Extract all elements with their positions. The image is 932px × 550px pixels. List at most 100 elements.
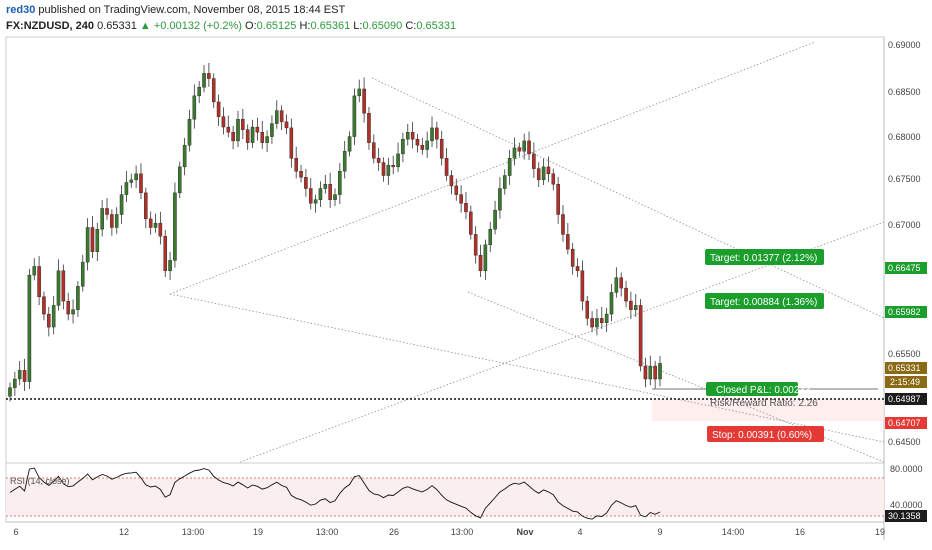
publish-text: published on TradingView.com, November 0…: [38, 4, 346, 16]
rsi-axis: 80.0000 40.0000 30.1358: [885, 464, 927, 522]
rsi-tick-label: 80.0000: [890, 464, 923, 474]
channel-line-c[interactable]: [467, 291, 885, 463]
y-tick-label: 0.68000: [888, 132, 921, 142]
tag-stop-bg: [885, 417, 927, 429]
candle-down: [600, 318, 604, 323]
candle-up: [124, 182, 129, 195]
candle-up: [32, 266, 37, 276]
candles: [8, 62, 662, 402]
candle-up: [187, 119, 192, 146]
candle-up: [522, 140, 526, 152]
candle-up: [100, 208, 104, 230]
candle-down: [415, 138, 420, 146]
candle-down: [22, 370, 27, 382]
candle-down: [473, 234, 478, 256]
candle-down: [624, 287, 628, 302]
high-value: 0.65361: [310, 20, 351, 32]
rsi-tick-label: 40.0000: [890, 500, 923, 510]
candle-up: [507, 158, 512, 176]
x-tick-label: 26: [389, 527, 399, 537]
trend-lines[interactable]: [169, 41, 885, 463]
stop-bg[interactable]: [707, 426, 824, 442]
position-annotations[interactable]: Target: 0.01377 (2.12%) Target: 0.00884 …: [705, 249, 824, 442]
candle-up: [493, 209, 497, 230]
y-tick-label: 0.67000: [888, 220, 921, 230]
channel-line-a[interactable]: [239, 221, 885, 463]
candle-down: [216, 101, 221, 117]
last-price: 0.65331: [97, 20, 137, 32]
target2-bg[interactable]: [705, 293, 824, 309]
x-tick-label: 6: [13, 527, 18, 537]
candle-down: [294, 158, 298, 172]
candle-down: [255, 126, 260, 133]
candle-down: [221, 116, 226, 128]
candle-down: [139, 173, 143, 194]
tag-target2-bg: [885, 306, 927, 318]
publish-info: red30 published on TradingView.com, Nove…: [6, 3, 345, 17]
candle-up: [401, 138, 405, 155]
candle-up: [483, 244, 488, 271]
x-tick-label: Nov: [516, 527, 533, 537]
target1-bg[interactable]: [705, 249, 824, 265]
tag-last-bg: [885, 362, 927, 374]
candle-up: [114, 214, 119, 228]
candle-up: [488, 229, 493, 246]
candle-down: [110, 214, 114, 228]
closed-pl-bg[interactable]: [706, 382, 798, 396]
candle-down: [585, 300, 590, 319]
candle-up: [541, 166, 546, 181]
candle-down: [638, 305, 643, 367]
candle-down: [566, 234, 570, 250]
candle-down: [42, 296, 46, 315]
candle-up: [648, 365, 653, 380]
x-tick-label: 16: [795, 527, 805, 537]
price-axis[interactable]: 0.69000 0.68500 0.68000 0.67500 0.67000 …: [888, 40, 921, 447]
candle-up: [323, 183, 328, 189]
candle-up: [27, 274, 32, 382]
rsi-last-bg: [885, 510, 927, 522]
candle-up: [153, 222, 158, 228]
candle-up: [197, 87, 201, 97]
open-label: O:: [245, 20, 257, 32]
y-tick-label: 0.68500: [888, 87, 921, 97]
x-tick-label: 19: [875, 527, 885, 537]
candle-up: [202, 73, 206, 88]
channel-line-b[interactable]: [371, 77, 885, 319]
candle-down: [546, 166, 551, 175]
candle-down: [551, 173, 556, 185]
candle-down: [47, 313, 51, 328]
candle-up: [405, 132, 410, 140]
candle-up: [17, 370, 22, 380]
candle-up: [318, 188, 323, 200]
target1-label: Target: 0.01377 (2.12%): [710, 253, 817, 264]
candle-up: [56, 270, 61, 306]
candle-down: [454, 185, 459, 195]
author-link[interactable]: red30: [6, 4, 36, 16]
price-tags: 0.66475 0.65982 0.65331 2:15:49 0.64987 …: [885, 262, 927, 429]
candle-down: [144, 192, 148, 220]
candle-down: [163, 235, 168, 271]
candle-down: [372, 142, 376, 159]
candle-down: [158, 222, 163, 237]
trend-line-lower[interactable]: [169, 293, 885, 443]
time-axis[interactable]: 6 12 13:00 19 13:00 26 13:00 Nov 4 9 14:…: [13, 527, 885, 537]
candle-up: [51, 305, 56, 328]
candle-up: [386, 164, 391, 176]
candle-up: [182, 145, 187, 168]
candle-up: [595, 318, 599, 328]
candle-down: [439, 138, 444, 159]
tag-target1-bg: [885, 262, 927, 274]
symbol-label[interactable]: FX:NZDUSD, 240: [6, 20, 95, 32]
candle-down: [328, 183, 332, 200]
candle-down: [284, 121, 289, 129]
candle-down: [304, 177, 308, 189]
candle-down: [449, 175, 454, 187]
candle-down: [561, 214, 565, 235]
candle-down: [391, 164, 395, 168]
candle-down: [536, 168, 541, 181]
candle-up: [134, 173, 138, 181]
candle-down: [90, 227, 95, 252]
tag-timer-bg: [885, 376, 927, 388]
candle-up: [498, 188, 502, 211]
